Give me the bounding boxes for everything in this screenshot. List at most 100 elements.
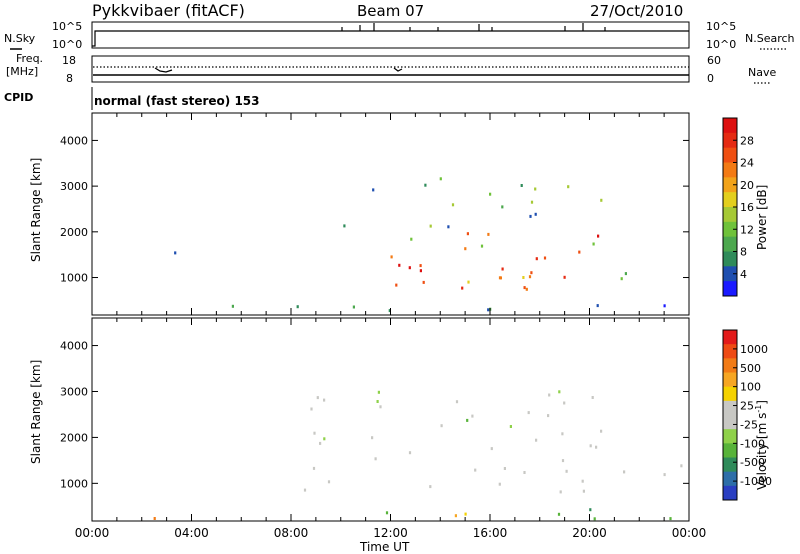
- nave-tick-high: 60: [707, 54, 721, 67]
- nsky-tick-high: 10^5: [52, 20, 82, 33]
- power-cell: [563, 275, 566, 279]
- velocity-cell: [595, 445, 598, 449]
- nsky-spikes: [341, 23, 606, 31]
- velocity-cell: [563, 401, 566, 405]
- velocity-colorbar-frame: [722, 329, 738, 501]
- velocity-colorbar-swatch: [723, 415, 737, 430]
- velocity-data-cells: [153, 390, 683, 521]
- velocity-ytick-label: 1000: [60, 477, 88, 490]
- nsky-tick-low: 10^0: [52, 38, 82, 51]
- velocity-colorbar-swatch: [723, 330, 737, 345]
- velocity-cell: [379, 405, 382, 409]
- power-ytick-label: 1000: [60, 272, 88, 285]
- power-colorbar-tick-label: 12: [740, 223, 754, 236]
- velocity-cell: [454, 514, 457, 518]
- power-cell: [624, 272, 627, 276]
- velocity-cell: [565, 469, 568, 473]
- power-cell: [600, 198, 603, 202]
- power-colorbar-swatch: [723, 132, 737, 149]
- power-cell: [372, 188, 375, 192]
- power-data-cells: [174, 177, 666, 313]
- velocity-cell: [313, 431, 316, 435]
- cpid-label: CPID: [4, 91, 33, 104]
- velocity-cell: [371, 436, 374, 440]
- power-colorbar-swatch: [723, 118, 737, 134]
- velocity-cell: [408, 451, 412, 455]
- velocity-colorbar-tick-label: 100: [740, 381, 761, 394]
- velocity-ytick-label: 2000: [60, 431, 88, 444]
- power-cell: [422, 280, 425, 284]
- nsearch-tick-high: 10^5: [706, 20, 736, 33]
- velocity-colorbar-tick-label: -25: [740, 418, 758, 431]
- power-cell: [461, 286, 464, 290]
- velocity-colorbar-tick-label: -500: [740, 456, 765, 469]
- power-cell: [343, 224, 346, 228]
- power-colorbar-swatch: [723, 236, 737, 252]
- freq-panel: [91, 55, 690, 83]
- velocity-cell: [474, 468, 477, 472]
- velocity-cell: [600, 429, 603, 433]
- power-cell: [535, 257, 538, 261]
- power-colorbar-swatch: [723, 251, 737, 267]
- power-cell: [419, 264, 422, 268]
- velocity-cell: [503, 467, 506, 470]
- velocity-cell: [316, 396, 319, 400]
- xaxis-tick-label: 20:00: [572, 526, 607, 540]
- velocity-colorbar-swatch: [723, 485, 737, 501]
- power-cell: [480, 244, 484, 248]
- power-colorbar-tick-label: 20: [740, 179, 754, 192]
- power-ytick-label: 2000: [60, 226, 88, 239]
- power-cell: [578, 250, 581, 254]
- power-colorbar-swatch: [723, 266, 737, 282]
- power-cell: [543, 256, 547, 260]
- xaxis-tick-label: 00:00: [75, 526, 110, 540]
- freq-tick-low: 8: [66, 72, 73, 85]
- power-colorbar-tick-label: 8: [740, 246, 747, 259]
- power-ylabel: Slant Range [km]: [29, 158, 43, 262]
- velocity-cell: [591, 396, 594, 399]
- power-cell: [499, 276, 502, 280]
- power-colorbar-swatch: [723, 281, 737, 297]
- nsky-trace: [92, 30, 689, 47]
- date-label: 27/Oct/2010: [590, 2, 683, 20]
- power-cell: [231, 304, 234, 308]
- power-cell: [296, 305, 299, 309]
- nsearch-tick-low: 10^0: [706, 38, 736, 51]
- power-cell: [398, 263, 401, 267]
- velocity-cell: [429, 485, 432, 489]
- nave-tick-low: 0: [707, 72, 714, 85]
- velocity-cell: [680, 464, 683, 468]
- velocity-cell: [561, 459, 565, 463]
- power-cell: [530, 200, 534, 204]
- velocity-cell: [523, 471, 526, 474]
- velocity-cell: [464, 512, 467, 516]
- power-cell: [388, 309, 391, 313]
- velocity-colorbar-swatch: [723, 358, 737, 373]
- velocity-cell: [310, 407, 313, 411]
- power-cell: [487, 232, 490, 236]
- velocity-cell: [498, 482, 501, 486]
- velocity-colorbar-swatch: [723, 429, 737, 444]
- velocity-cell: [312, 466, 316, 470]
- velocity-cell: [374, 457, 377, 461]
- velocity-ytick-label: 3000: [60, 385, 88, 398]
- power-colorbar-tick-label: 16: [740, 201, 754, 214]
- power-ytick-label: 4000: [60, 134, 88, 147]
- velocity-cell: [455, 400, 459, 404]
- velocity-cell: [440, 424, 443, 428]
- freq-tick-high: 18: [62, 54, 76, 67]
- power-cell: [451, 203, 455, 207]
- nsky-panel: [91, 21, 690, 49]
- xaxis-tick-label: 00:00: [672, 526, 707, 540]
- power-colorbar-tick-label: 4: [740, 268, 747, 281]
- xaxis-tick-label: 16:00: [473, 526, 508, 540]
- station-title: Pykkvibaer (fitACF): [92, 1, 245, 20]
- velocity-cell: [581, 479, 584, 483]
- velocity-colorbar-swatch: [723, 443, 737, 458]
- velocity-cell: [527, 411, 530, 415]
- power-cell: [501, 205, 504, 209]
- velocity-cell: [582, 489, 585, 493]
- power-colorbar-swatch: [723, 221, 737, 238]
- power-cell: [567, 185, 570, 189]
